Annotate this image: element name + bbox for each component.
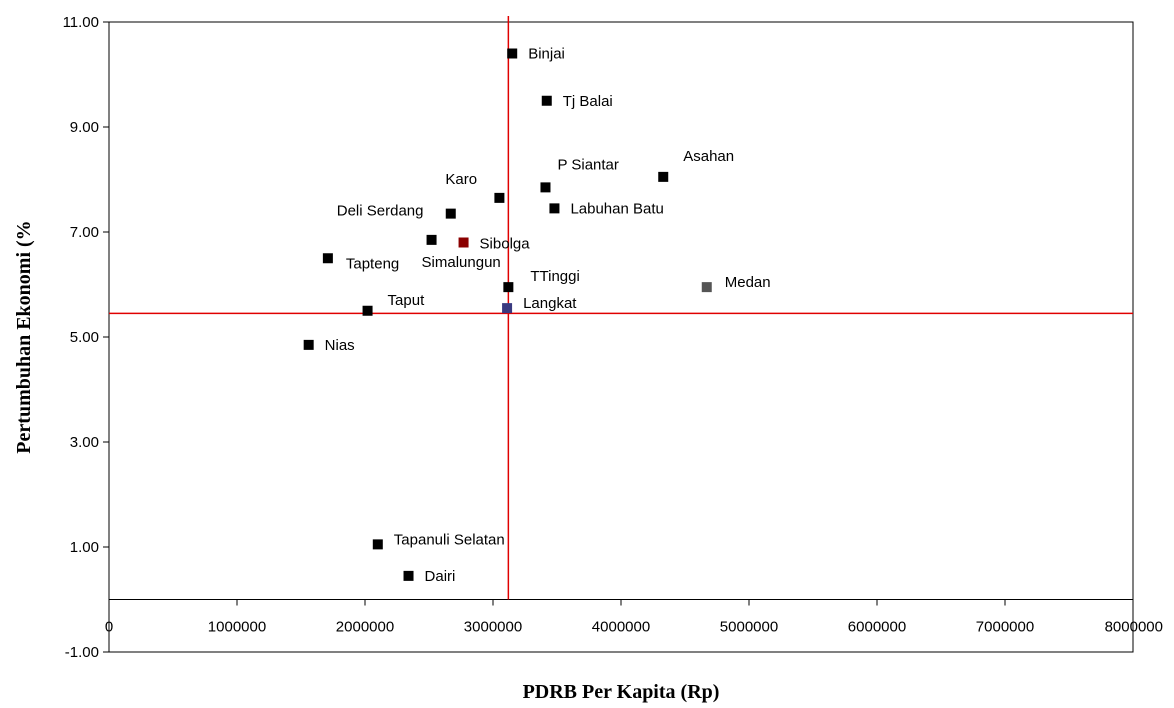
data-point-label: TTinggi <box>530 268 579 285</box>
y-tick-label: 11.00 <box>63 14 99 31</box>
y-tick-label: -1.00 <box>65 644 99 661</box>
y-axis-title: Pertumbuhan Ekonomi (% <box>13 220 35 453</box>
x-axis-ticks: 0 1000000 2000000 3000000 4000000 5000000 6000… <box>105 599 1163 636</box>
data-point-label: Langkat <box>523 295 577 312</box>
data-point-label: Tapanuli Selatan <box>394 531 505 548</box>
data-point-marker <box>701 282 712 293</box>
data-point-label: P Siantar <box>557 156 618 173</box>
data-point-marker <box>403 570 414 581</box>
x-tick-label: 5000000 <box>720 619 778 636</box>
data-point-label: Binjai <box>528 46 565 63</box>
data-point-marker <box>303 339 314 350</box>
data-point-marker <box>322 253 333 264</box>
y-tick-label: 7.00 <box>70 224 99 241</box>
x-tick-label: 2000000 <box>336 619 394 636</box>
data-point-marker <box>362 305 373 316</box>
x-axis-title: PDRB Per Kapita (Rp) <box>523 681 720 703</box>
x-tick-label: 3000000 <box>464 619 522 636</box>
data-point-marker <box>426 234 437 245</box>
x-tick-label: 4000000 <box>592 619 650 636</box>
data-point-marker <box>658 171 669 182</box>
data-point-marker <box>540 182 551 193</box>
data-point-label: Karo <box>445 171 477 188</box>
data-point-label: Tapteng <box>346 255 399 272</box>
y-tick-label: 3.00 <box>70 434 99 451</box>
data-point-marker <box>445 208 456 219</box>
data-point-marker <box>372 539 383 550</box>
data-point-marker <box>494 192 505 203</box>
data-point-label: Asahan <box>683 148 734 165</box>
y-tick-label: 5.00 <box>70 329 99 346</box>
data-point-label: Simalungun <box>422 254 501 271</box>
data-points: Binjai Tj Balai Asahan P Siantar Karo Labuhan… <box>303 46 771 585</box>
x-tick-label: 8000000 <box>1105 619 1163 636</box>
plot-area <box>108 21 1134 653</box>
data-point-marker <box>549 203 560 214</box>
data-point-label: Taput <box>388 292 426 309</box>
y-axis-ticks: 11.00 9.00 7.00 5.00 3.00 1.00 -1.00 <box>63 14 109 661</box>
y-tick-label: 9.00 <box>70 119 99 136</box>
data-point-marker <box>458 237 469 248</box>
data-point-label: Tj Balai <box>563 93 613 110</box>
data-point-label: Nias <box>325 337 355 354</box>
data-point-marker <box>503 282 514 293</box>
x-tick-label: 7000000 <box>976 619 1034 636</box>
data-point-marker <box>541 95 552 106</box>
data-point-label: Deli Serdang <box>337 203 424 220</box>
x-tick-label: 1000000 <box>208 619 266 636</box>
y-tick-label: 1.00 <box>70 539 99 556</box>
data-point-label: Dairi <box>425 568 456 585</box>
x-tick-label: 0 <box>105 619 113 636</box>
data-point-label: Sibolga <box>480 236 531 253</box>
data-point-marker <box>507 48 518 59</box>
data-point-marker <box>502 303 513 314</box>
data-point-label: Medan <box>725 274 771 291</box>
data-point-label: Labuhan Batu <box>570 200 663 217</box>
x-tick-label: 6000000 <box>848 619 906 636</box>
